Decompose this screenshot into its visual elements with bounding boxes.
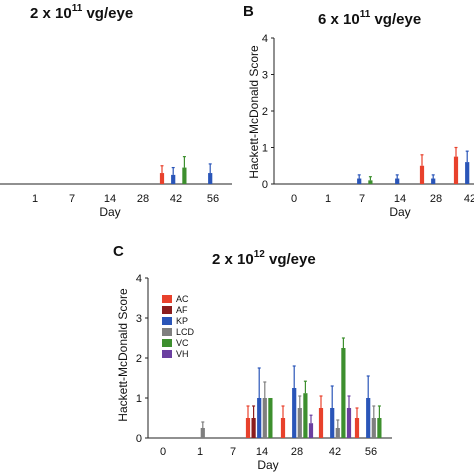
panel-c-ylabel: Hackett-McDonald Score: [116, 288, 130, 422]
panel-c-letter: C: [113, 243, 124, 260]
bar-vc: [368, 180, 373, 184]
x-tick-label: 28: [430, 193, 442, 205]
bar-lcd: [262, 398, 267, 438]
panel-b: B 6 x 1011 vg/eye Hackett-McDonald Score…: [243, 3, 474, 219]
legend-label-vh: VH: [176, 349, 189, 359]
bar-kp: [171, 174, 176, 184]
x-tick-label: 42: [329, 446, 341, 458]
legend-label-af: AF: [176, 305, 188, 315]
bar-ac: [280, 418, 286, 438]
bar-af: [251, 418, 256, 438]
bar-ac: [419, 165, 425, 184]
bar-vc: [268, 398, 273, 438]
panel-b-title: 6 x 1011 vg/eye: [318, 9, 421, 28]
bar-lcd: [335, 428, 340, 438]
y-tick-label: 4: [136, 273, 142, 285]
bar-ac: [245, 418, 251, 438]
bar-ac: [354, 418, 360, 438]
legend-label-lcd: LCD: [176, 327, 195, 337]
panel-b-plot: 0 1 2 3 4 0 1 7 14 28 42: [262, 33, 474, 205]
bar-ac: [318, 408, 324, 438]
bar-vc: [182, 167, 187, 184]
y-tick-label: 0: [262, 179, 268, 191]
y-tick-label: 0: [136, 433, 142, 445]
panel-b-xlabel: Day: [389, 205, 410, 219]
bar-kp: [431, 178, 436, 184]
x-tick-label: 28: [291, 446, 303, 458]
x-tick-label: 0: [160, 446, 166, 458]
y-tick-label: 2: [136, 353, 142, 365]
panel-c-plot: 0 1 2 3 4 0 1 7 14 28 42 56: [136, 273, 392, 458]
x-tick-label: 14: [256, 446, 268, 458]
bar-lcd: [200, 428, 205, 438]
x-tick-label: 14: [394, 193, 406, 205]
legend-swatch-af: [162, 306, 172, 314]
x-tick-label: 0: [291, 193, 297, 205]
x-tick-label: 42: [464, 193, 474, 205]
legend-label-kp: KP: [176, 316, 188, 326]
legend-label-ac: AC: [176, 294, 189, 304]
legend-swatch-vc: [162, 339, 172, 347]
x-tick-label: 1: [197, 446, 203, 458]
bar-kp: [465, 162, 470, 184]
panel-a-title: 2 x 1011 vg/eye: [30, 3, 133, 22]
y-tick-label: 3: [262, 70, 268, 82]
x-tick-label: 28: [137, 193, 149, 205]
panel-b-letter: B: [243, 3, 254, 20]
legend-label-vc: VC: [176, 338, 189, 348]
legend-swatch-lcd: [162, 328, 172, 336]
bar-vc: [341, 348, 346, 438]
x-tick-label: 14: [104, 193, 116, 205]
bar-kp: [357, 178, 362, 184]
legend-swatch-vh: [162, 350, 172, 358]
panel-c-xlabel: Day: [257, 458, 278, 472]
bar-kp: [366, 398, 371, 438]
x-tick-label: 7: [69, 193, 75, 205]
y-tick-label: 4: [262, 33, 268, 45]
bar-vh: [346, 408, 352, 438]
x-tick-label: 7: [359, 193, 365, 205]
y-tick-label: 3: [136, 313, 142, 325]
x-tick-label: 56: [207, 193, 219, 205]
bar-vc: [303, 393, 308, 438]
panel-c-title: 2 x 1012 vg/eye: [212, 249, 316, 268]
panel-a-xlabel: Day: [99, 205, 120, 219]
y-tick-label: 2: [262, 106, 268, 118]
x-tick-label: 7: [230, 446, 236, 458]
panel-b-ylabel: Hackett-McDonald Score: [247, 45, 261, 179]
bar-ac: [453, 156, 459, 184]
bar-ac: [159, 173, 165, 184]
bar-kp: [208, 173, 213, 184]
bar-kp: [292, 388, 297, 438]
bar-kp: [395, 178, 400, 184]
bar-lcd: [371, 418, 376, 438]
x-tick-label: 1: [325, 193, 331, 205]
y-tick-label: 1: [262, 143, 268, 155]
bar-kp: [330, 408, 335, 438]
x-tick-label: 1: [32, 193, 38, 205]
bar-lcd: [297, 408, 302, 438]
x-tick-label: 42: [170, 193, 182, 205]
legend-swatch-ac: [162, 295, 172, 303]
y-tick-label: 1: [136, 393, 142, 405]
bar-vh: [308, 423, 314, 438]
panel-c: C 2 x 1012 vg/eye Hackett-McDonald Score…: [113, 243, 392, 472]
bar-kp: [257, 398, 262, 438]
bar-vc: [377, 418, 382, 438]
legend-swatch-kp: [162, 317, 172, 325]
x-tick-label: 56: [365, 446, 377, 458]
